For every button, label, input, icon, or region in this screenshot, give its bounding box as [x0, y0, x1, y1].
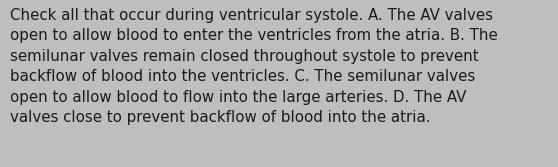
Text: Check all that occur during ventricular systole. A. The AV valves
open to allow : Check all that occur during ventricular …	[10, 8, 498, 125]
